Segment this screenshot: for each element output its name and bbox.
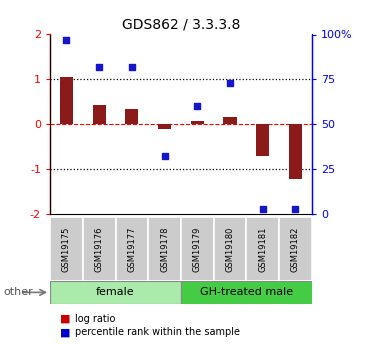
Text: GSM19177: GSM19177 [127, 227, 136, 272]
Point [129, 64, 135, 70]
Point [96, 64, 102, 70]
Text: log ratio: log ratio [75, 314, 116, 324]
Bar [50, 217, 83, 281]
Bar [181, 217, 214, 281]
Bar [191, 121, 204, 124]
Text: GSM19175: GSM19175 [62, 227, 71, 272]
Text: female: female [96, 287, 135, 297]
Bar [50, 281, 181, 304]
Text: GSM19178: GSM19178 [160, 227, 169, 272]
Bar [148, 217, 181, 281]
Text: GSM19181: GSM19181 [258, 227, 267, 272]
Point [194, 104, 200, 109]
Bar [223, 117, 236, 124]
Text: GH-treated male: GH-treated male [200, 287, 293, 297]
Bar [181, 281, 312, 304]
Title: GDS862 / 3.3.3.8: GDS862 / 3.3.3.8 [122, 18, 240, 32]
Point [63, 37, 70, 43]
Bar [279, 217, 312, 281]
Bar [126, 108, 139, 124]
Text: GSM19179: GSM19179 [193, 227, 202, 272]
Bar [246, 217, 279, 281]
Bar [289, 124, 302, 179]
Bar [83, 217, 116, 281]
Point [260, 206, 266, 211]
Bar [60, 77, 73, 124]
Text: GSM19176: GSM19176 [95, 227, 104, 272]
Bar [214, 217, 246, 281]
Point [162, 154, 168, 159]
Text: ■: ■ [60, 314, 70, 324]
Text: ■: ■ [60, 327, 70, 337]
Bar [158, 124, 171, 129]
Text: GSM19182: GSM19182 [291, 227, 300, 272]
Text: other: other [4, 287, 33, 297]
Bar [256, 124, 270, 157]
Bar [116, 217, 148, 281]
Text: GSM19180: GSM19180 [226, 227, 234, 272]
Text: percentile rank within the sample: percentile rank within the sample [75, 327, 240, 337]
Point [227, 80, 233, 86]
Point [293, 206, 299, 211]
Bar [93, 105, 105, 124]
